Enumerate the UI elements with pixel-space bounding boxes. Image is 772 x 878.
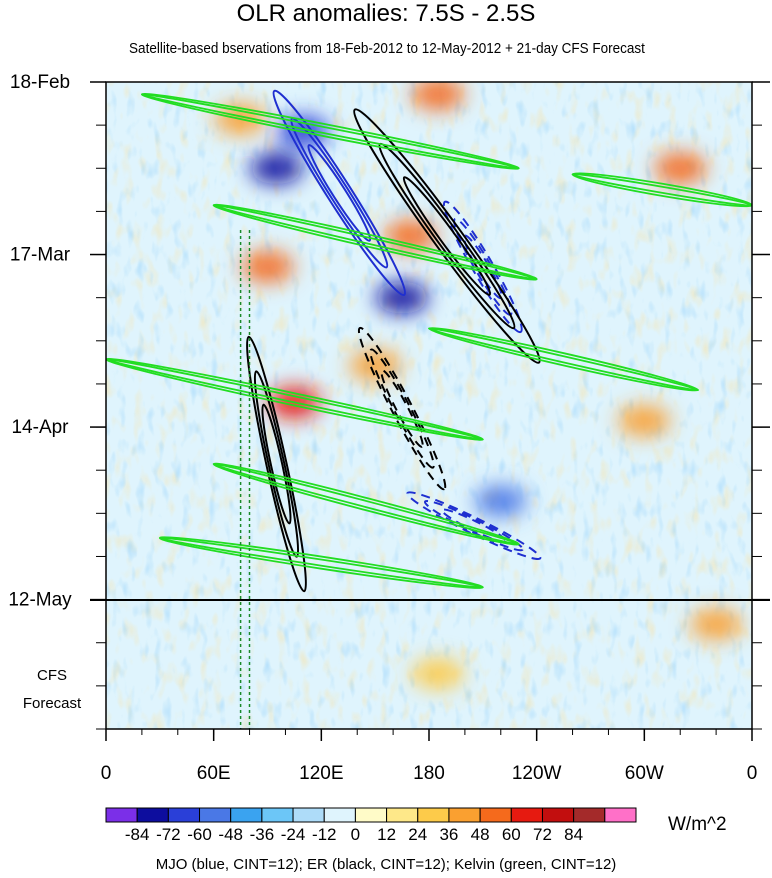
- colorbar-swatch: [448, 807, 481, 823]
- colorbar-label: -24: [281, 825, 306, 844]
- x-tick-label: 0: [101, 763, 112, 784]
- colorbar-label: -48: [218, 825, 243, 844]
- forecast-label-cfs: CFS: [37, 667, 67, 684]
- er-contour: [380, 369, 424, 448]
- mjo-contour: [423, 500, 524, 552]
- olr-anomaly-patch: [250, 152, 303, 185]
- colorbar-label: -12: [312, 825, 337, 844]
- colorbar-label: 36: [439, 825, 458, 844]
- colorbar-swatch: [230, 807, 263, 823]
- olr-anomaly-patch: [474, 485, 527, 518]
- olr-anomaly-patch: [411, 657, 464, 690]
- forecast-label-forecast: Forecast: [23, 695, 82, 712]
- y-tick-label: 18-Feb: [10, 72, 70, 93]
- colorbar-swatch: [261, 807, 294, 823]
- olr-anomaly-patch: [411, 82, 464, 111]
- colorbar-swatch: [105, 807, 138, 823]
- colorbar-units: W/m^2: [668, 814, 727, 835]
- colorbar-swatch: [323, 807, 356, 823]
- kelvin-contour: [158, 536, 484, 589]
- colorbar-swatch: [510, 807, 543, 823]
- chart-title: OLR anomalies: 7.5S - 2.5S: [236, 0, 536, 27]
- colorbar-swatch: [292, 807, 325, 823]
- olr-anomaly-patch: [654, 152, 707, 185]
- colorbar-label: 60: [502, 825, 521, 844]
- y-tick-label: 12-May: [8, 590, 72, 611]
- colorbar-label: 24: [408, 825, 427, 844]
- kelvin-contour: [428, 327, 700, 392]
- colorbar-swatch: [417, 807, 450, 823]
- colorbar-label: 48: [471, 825, 490, 844]
- colorbar-label: 72: [533, 825, 552, 844]
- er-contour: [369, 348, 435, 469]
- er-contour: [402, 176, 492, 296]
- er-contour: [261, 403, 292, 525]
- chart-subtitle: Satellite-based bservations from 18-Feb-…: [129, 40, 645, 57]
- mjo-contour: [307, 144, 372, 242]
- kelvin-contour: [140, 93, 520, 170]
- colorbar-label: 84: [564, 825, 583, 844]
- colorbar-label: 0: [351, 825, 360, 844]
- mjo-contour: [442, 200, 523, 334]
- colorbar-label: 12: [377, 825, 396, 844]
- kelvin-contour: [212, 204, 538, 281]
- colorbar-swatch: [573, 807, 606, 823]
- kelvin-contour: [212, 463, 520, 546]
- y-tick-label: 17-Mar: [10, 245, 71, 266]
- colorbar-label: -72: [156, 825, 181, 844]
- plot-area: [106, 82, 752, 729]
- colorbar-label: -36: [250, 825, 275, 844]
- olr-anomaly-patch: [618, 404, 671, 437]
- colorbar-swatch: [167, 807, 201, 823]
- colorbar-label: -60: [187, 825, 212, 844]
- er-contour: [353, 108, 541, 364]
- x-tick-label: 60E: [197, 763, 231, 784]
- colorbar-swatch: [541, 807, 575, 823]
- colorbar-swatch: [386, 807, 419, 823]
- x-tick-label: 180: [413, 763, 445, 784]
- x-tick-label: 120W: [512, 763, 562, 784]
- legend-footer: MJO (blue, CINT=12); ER (black, CINT=12)…: [155, 856, 617, 873]
- olr-anomaly-patch: [376, 281, 429, 314]
- kelvin-contour: [106, 358, 484, 441]
- colorbar-swatch: [199, 807, 232, 823]
- colorbar-label: -84: [125, 825, 150, 844]
- x-tick-label: 60W: [625, 763, 664, 784]
- colorbar-swatch: [604, 807, 637, 823]
- er-contour: [246, 335, 307, 593]
- x-tick-label: 120E: [299, 763, 343, 784]
- y-tick-label: 14-Apr: [11, 417, 69, 438]
- olr-anomaly-patch: [241, 250, 294, 283]
- colorbar-swatch: [479, 807, 512, 823]
- x-tick-label: 0: [747, 763, 758, 784]
- colorbar: -84 -72 -60 -48 -36 -24 -12 0 12 24 36 48 60 72 84: [105, 807, 637, 844]
- er-contour: [357, 326, 447, 491]
- mjo-contour: [272, 89, 407, 297]
- colorbar-swatch: [354, 807, 388, 823]
- olr-anomaly-patch: [690, 608, 743, 641]
- colorbar-swatch: [136, 807, 169, 823]
- olr-anomaly-patch: [349, 349, 402, 382]
